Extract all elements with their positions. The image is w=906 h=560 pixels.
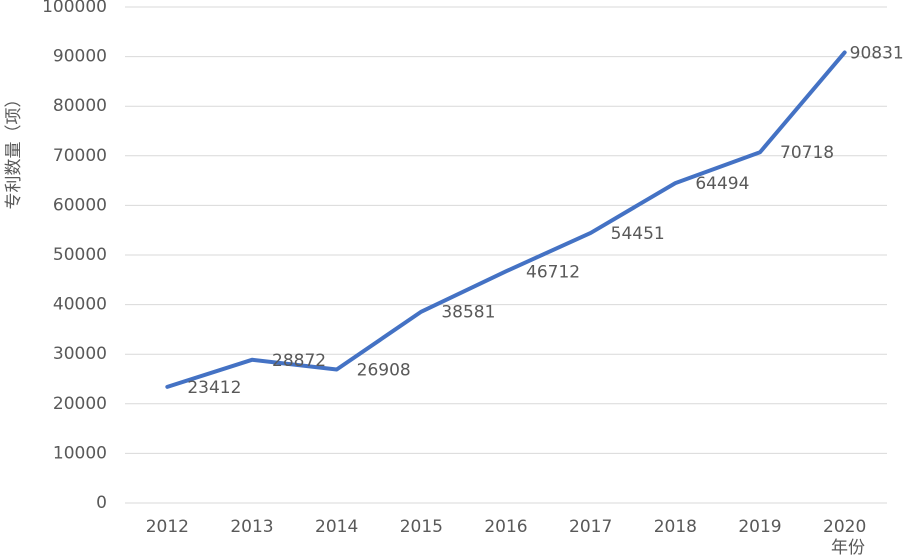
y-tick-label: 80000 — [53, 96, 107, 116]
x-tick-label: 2019 — [738, 517, 781, 537]
x-tick-label: 2012 — [146, 517, 189, 537]
y-tick-label: 40000 — [53, 295, 107, 315]
x-tick-label: 2014 — [315, 517, 358, 537]
data-label: 64494 — [695, 174, 749, 194]
data-label: 90831 — [850, 43, 904, 63]
data-label: 26908 — [357, 361, 411, 381]
x-tick-label: 2013 — [230, 517, 273, 537]
x-tick-label: 2016 — [484, 517, 527, 537]
data-line — [165, 50, 847, 389]
data-label: 28872 — [272, 351, 326, 371]
y-axis-title: 专利数量（项） — [4, 91, 24, 210]
y-tick-label: 70000 — [53, 146, 107, 166]
y-tick-label: 100000 — [42, 0, 107, 17]
x-tick-label: 2018 — [654, 517, 697, 537]
data-label: 70718 — [780, 143, 834, 163]
x-tick-label: 2015 — [400, 517, 443, 537]
y-tick-label: 10000 — [53, 443, 107, 463]
data-label: 54451 — [611, 224, 665, 244]
x-axis-title: 年份 — [831, 538, 865, 558]
data-label: 38581 — [441, 303, 495, 323]
y-tick-label: 0 — [96, 493, 107, 513]
x-tick-label: 2017 — [569, 517, 612, 537]
y-tick-label: 20000 — [53, 394, 107, 414]
y-tick-label: 30000 — [53, 344, 107, 364]
y-tick-label: 90000 — [53, 47, 107, 67]
x-tick-label: 2020 — [823, 517, 866, 537]
y-tick-label: 60000 — [53, 195, 107, 215]
y-tick-label: 50000 — [53, 245, 107, 265]
data-label: 46712 — [526, 262, 580, 282]
data-label: 23412 — [187, 378, 241, 398]
